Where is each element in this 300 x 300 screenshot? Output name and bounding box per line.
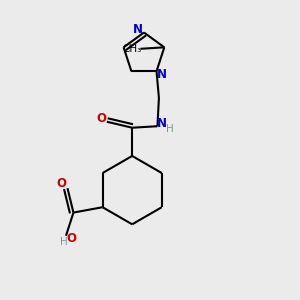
Text: O: O bbox=[56, 177, 67, 190]
Text: N: N bbox=[157, 68, 167, 81]
Text: N: N bbox=[157, 117, 167, 130]
Text: CH₃: CH₃ bbox=[122, 44, 141, 54]
Text: O: O bbox=[97, 112, 106, 125]
Text: O: O bbox=[66, 232, 76, 245]
Text: H: H bbox=[166, 124, 174, 134]
Text: H: H bbox=[60, 237, 68, 247]
Text: N: N bbox=[133, 23, 143, 36]
